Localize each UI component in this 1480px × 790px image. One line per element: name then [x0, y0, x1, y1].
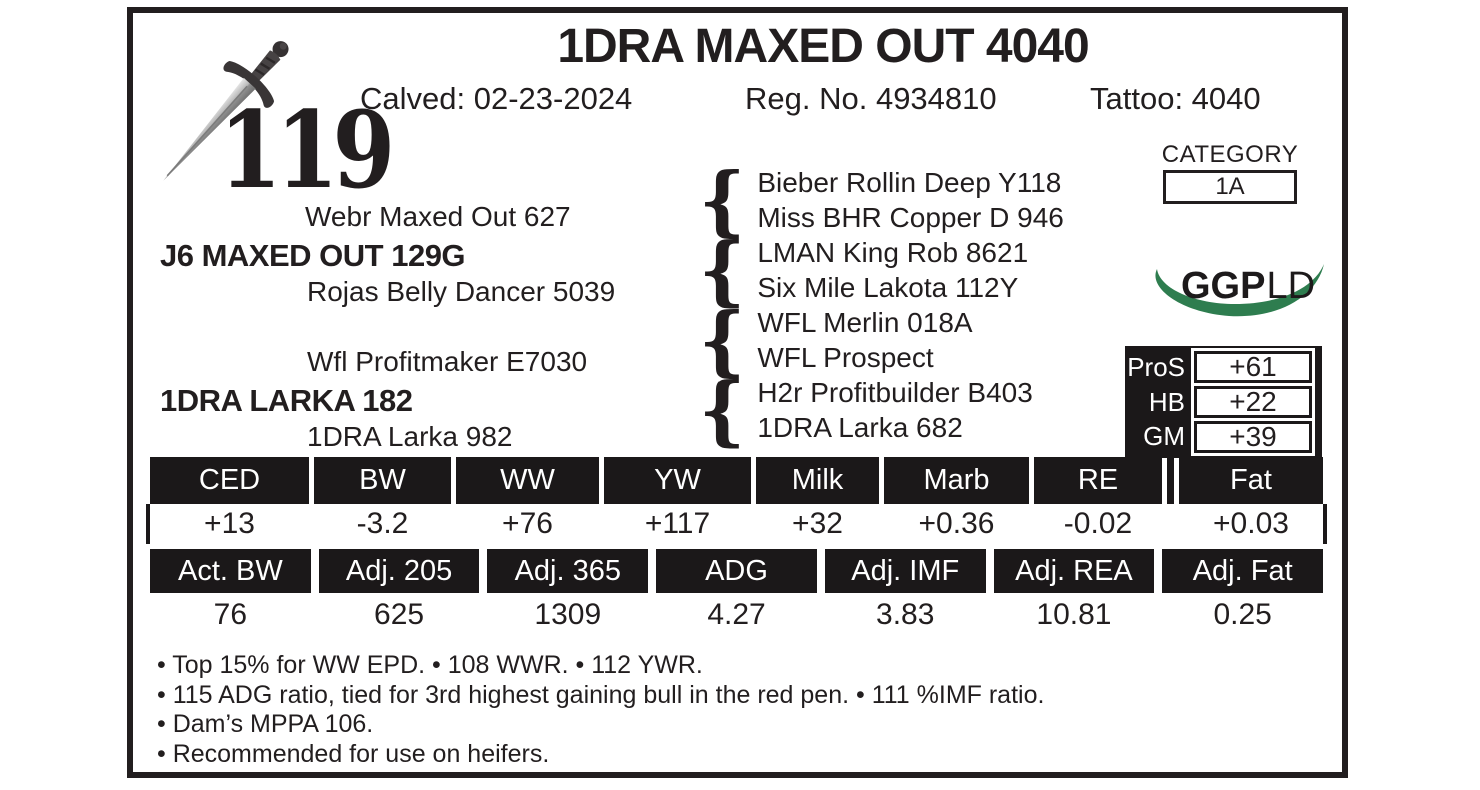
performance-value-cell: 76: [213, 598, 248, 631]
epd-header-cell: Fat: [1179, 457, 1323, 504]
category-value: 1A: [1215, 173, 1245, 200]
epd-header-cell: BW: [314, 457, 451, 504]
calved-date: Calved: 02-23-2024: [360, 81, 633, 116]
dam-name: 1DRA LARKA 182: [160, 383, 413, 418]
epd-values-left-border: [146, 504, 150, 544]
ggparent-sire: LMAN King Rob 8621: [757, 237, 1029, 268]
ggpld-logo: GGPLD: [1155, 264, 1324, 317]
epd-value-cell: +0.36: [918, 507, 995, 540]
sire-grandsire: Webr Maxed Out 627: [305, 201, 571, 232]
tattoo-number: Tattoo: 4040: [1090, 81, 1261, 116]
ggparent-group-3: { WFL Merlin 018A WFL Prospect: [699, 294, 973, 385]
index-score-row: HB +22: [1125, 386, 1322, 419]
brace-icon: {: [699, 154, 746, 245]
registration-number: Reg. No. 4934810: [745, 81, 997, 116]
epd-header-cell: RE: [1034, 457, 1162, 504]
epd-header-cell: YW: [604, 457, 751, 504]
dam-grandsire: Wfl Profitmaker E7030: [307, 346, 588, 377]
logo-text: GGPLD: [1181, 265, 1315, 307]
sire-granddam: Rojas Belly Dancer 5039: [307, 276, 616, 307]
performance-header-cell: Adj. Fat: [1162, 549, 1324, 593]
performance-header-cell: Act. BW: [150, 549, 311, 593]
brace-icon: {: [699, 224, 746, 315]
epd-value-cell: +117: [644, 507, 711, 540]
index-score-table: ProS +61 HB +22 GM +39: [1125, 346, 1322, 458]
ggparent-dam: WFL Prospect: [757, 342, 934, 373]
performance-header-cell: ADG: [656, 549, 817, 593]
epd-value-cell: +32: [792, 507, 843, 540]
ggparent-sire: H2r Profitbuilder B403: [757, 377, 1033, 408]
epd-values-row: +13 -3.2 +76 +117 +32 +0.36 -0.02 +0.03: [150, 504, 1323, 544]
ggparent-dam: Six Mile Lakota 112Y: [757, 272, 1019, 303]
ggparent-sire: WFL Merlin 018A: [757, 307, 973, 338]
performance-header-row: Act. BW Adj. 205 Adj. 365 ADG Adj. IMF A…: [150, 549, 1324, 593]
index-score-label: GM: [1143, 421, 1185, 452]
category-box: 1A: [1163, 170, 1297, 204]
index-score-row: GM +39: [1125, 420, 1322, 453]
epd-value-cell: -0.02: [1063, 507, 1133, 540]
ggparent-dam: 1DRA Larka 682: [757, 412, 963, 443]
dam-granddam: 1DRA Larka 982: [307, 421, 513, 452]
index-score-value: +22: [1194, 386, 1312, 418]
epd-header-row: CED BW WW YW Milk Marb RE Fat: [150, 457, 1323, 504]
performance-value-cell: 625: [374, 598, 425, 631]
ggparent-sire: Bieber Rollin Deep Y118: [757, 167, 1062, 198]
epd-values-right-border: [1323, 504, 1327, 544]
performance-header-cell: Adj. REA: [993, 549, 1155, 593]
note-line: • Recommended for use on heifers.: [157, 739, 550, 768]
footnotes: • Top 15% for WW EPD. • 108 WWR. • 112 Y…: [157, 651, 1044, 769]
ggparent-group-4: { H2r Profitbuilder B403 1DRA Larka 682: [699, 364, 1033, 455]
brace-icon: {: [699, 364, 746, 455]
epd-header-cell: Marb: [884, 457, 1029, 504]
performance-values-row: 76 625 1309 4.27 3.83 10.81 0.25: [150, 595, 1323, 635]
epd-header-cell: CED: [150, 457, 309, 504]
sire-name: J6 MAXED OUT 129G: [160, 238, 466, 273]
note-line: • 115 ADG ratio, tied for 3rd highest ga…: [157, 680, 1045, 709]
sale-lot-card: 119 1DRA MAXED OUT 4040 Calved: 02-23-20…: [127, 7, 1348, 778]
epd-value-cell: +76: [502, 507, 553, 540]
note-line: • Top 15% for WW EPD. • 108 WWR. • 112 Y…: [157, 651, 703, 679]
epd-value-cell: +13: [204, 507, 255, 540]
epd-header-cell: Milk: [756, 457, 879, 504]
performance-value-cell: 3.83: [876, 598, 935, 631]
performance-value-cell: 0.25: [1213, 598, 1272, 631]
ggparent-group-2: { LMAN King Rob 8621 Six Mile Lakota 112…: [699, 224, 1029, 315]
index-score-label: HB: [1148, 386, 1185, 417]
performance-value-cell: 1309: [534, 598, 602, 631]
performance-header-cell: Adj. 205: [318, 549, 480, 593]
category-label: CATEGORY: [1161, 141, 1299, 168]
epd-value-cell: -3.2: [356, 507, 409, 540]
logo-swoosh: [1155, 264, 1324, 317]
index-score-value: +61: [1194, 351, 1312, 384]
brace-icon: {: [699, 294, 746, 385]
bull-name-title: 1DRA MAXED OUT 4040: [557, 20, 1089, 73]
index-score-row: ProS +61: [1125, 351, 1322, 384]
note-line: • Dam’s MPPA 106.: [157, 710, 374, 738]
performance-value-cell: 10.81: [1036, 598, 1112, 631]
epd-header-cell: WW: [456, 457, 599, 504]
epd-column-divider: [1167, 457, 1174, 504]
ggparent-group-1: { Bieber Rollin Deep Y118 Miss BHR Coppe…: [699, 154, 1064, 245]
epd-value-cell: +0.03: [1213, 507, 1289, 540]
index-score-label: ProS: [1127, 351, 1185, 382]
sword-icon: [163, 41, 289, 181]
performance-header-cell: Adj. IMF: [824, 549, 986, 593]
performance-header-cell: Adj. 365: [487, 549, 649, 593]
ggparent-dam: Miss BHR Copper D 946: [757, 202, 1064, 233]
index-score-value: +39: [1194, 420, 1312, 453]
lot-number: 119: [219, 87, 395, 212]
epd-values-divider-gap: [1167, 504, 1174, 544]
performance-value-cell: 4.27: [707, 598, 766, 631]
